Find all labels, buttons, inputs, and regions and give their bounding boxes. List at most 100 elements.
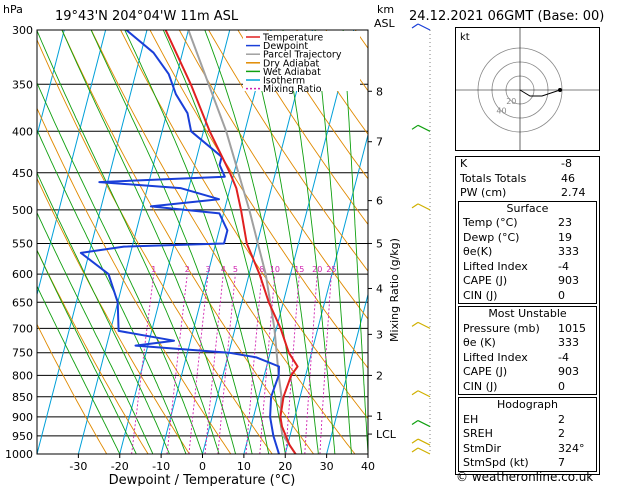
most-unstable-row: CIN (J) 0 [459,380,596,395]
hodo-label: StmSpd (kt) [463,456,529,469]
dry-adiabat-line [208,30,368,272]
surface-value: 19 [558,230,572,244]
hodograph-title: Hodograph [497,398,558,411]
wet-adiabat-line [204,30,303,454]
surface-value: 903 [558,274,579,287]
hodo-value: 324° [558,441,585,455]
dry-adiabat-line [37,107,232,454]
surface-value: 23 [558,216,572,229]
km-tick-label: LCL [376,428,397,441]
credit-footer: © weatheronline.co.uk [456,470,594,484]
wind-barb [411,23,431,31]
dry-adiabat-line [37,249,149,454]
mu-label: CAPE (J) [463,365,508,378]
surface-row: CAPE (J) 903 [459,274,596,289]
x-tick-label: 30 [320,460,334,473]
legend-entry: Wet Adiabat [263,67,321,78]
dry-adiabat-line [178,30,368,320]
mixing-ratio-line [166,274,188,454]
index-value: -8 [561,157,572,170]
mixing-ratio-label: 4 [221,265,226,274]
surface-label: Lifted Index [463,259,528,273]
wet-adiabat-line [37,171,170,454]
mu-value: 0 [558,379,565,393]
indices-table: K -8 Totals Totals 46 PW (cm) 2.74 Surface … [455,156,600,475]
asl-label: ASL [374,17,396,30]
most-unstable-row: θe (K) 333 [459,336,596,351]
surface-label: Dewp (°C) [463,230,520,244]
most-unstable-row: Pressure (mb) 1015 [459,322,596,337]
mixing-ratio-label: 3 [205,265,210,274]
legend-entry: Temperature [262,33,323,44]
surface-label: CIN (J) [463,288,498,302]
dry-adiabat-line [149,30,368,369]
index-row-k: K -8 [456,157,599,172]
dry-adiabat-line [90,30,356,454]
dry-adiabat-line [120,30,368,420]
hodograph-unit-label: kt [460,32,470,43]
wet-adiabat-line [245,30,319,454]
pressure-tick-label: 700 [12,322,33,335]
surface-row: Temp (°C) 23 [459,216,596,231]
mixing-ratio-label: 25 [326,265,336,274]
x-tick-label: 10 [237,460,251,473]
hodo-label: EH [463,412,479,426]
wet-adiabat-line [162,30,286,454]
wet-adiabat-line [37,249,137,454]
mixing-ratio-axis-label: Mixing Ratio (g/kg) [388,238,401,342]
isotherm-line [160,30,272,454]
hodograph-panel: kt 20 40 [455,27,600,151]
mixing-ratio-label: 15 [294,265,304,274]
km-tick-label: 1 [376,410,383,423]
hodograph-row: StmSpd (kt) 7 [459,456,596,471]
mixing-ratio-line [285,274,300,454]
index-label: Totals Totals [460,171,527,185]
dry-adiabat-line [266,30,368,180]
dry-adiabat-line [37,323,108,454]
surface-section: Surface Temp (°C) 23 Dewp (°C) 19 θe(K) 333… [458,200,597,304]
pressure-tick-label: 550 [12,237,33,250]
index-value: 46 [561,171,575,185]
mu-label: Lifted Index [463,350,528,364]
hodo-value: 2 [558,412,565,426]
hodograph-trace [519,89,561,97]
datetime-title: 24.12.2021 06GMT (Base: 00) [409,9,604,24]
most-unstable-section: Most Unstable Pressure (mb) 1015 θe (K) 33… [458,306,597,395]
index-label: K [460,157,468,170]
hodograph-row: EH 2 [459,413,596,428]
mixing-ratio-line [245,274,263,454]
x-tick-label: -30 [69,460,87,473]
wind-barb [411,390,431,398]
surface-row: Lifted Index -4 [459,260,596,275]
x-tick-label: -10 [152,460,170,473]
mu-label: Pressure (mb) [463,321,540,335]
surface-label: θe(K) [463,245,493,258]
wet-adiabat-line [37,128,187,454]
legend-entry: Dry Adiabat [263,58,320,69]
x-tick-label: 0 [199,460,206,473]
km-label: km [377,3,394,16]
surface-row: θe(K) 333 [459,245,596,260]
pressure-tick-label: 300 [12,24,33,37]
isotherm-line [37,30,65,138]
mixing-ratio-label: 1 [151,265,156,274]
wind-barb [411,438,431,446]
pressure-tick-label: 900 [12,411,33,424]
most-unstable-row: CAPE (J) 903 [459,365,596,380]
pressure-tick-label: 1000 [5,448,33,461]
wet-adiabat-line [37,81,203,454]
pressure-tick-label: 850 [12,391,33,404]
mixing-ratio-line [217,274,236,454]
km-tick-label: 4 [376,282,383,295]
surface-value: 333 [558,245,579,258]
wet-adiabat-line [90,30,253,454]
index-value: 2.74 [561,186,586,199]
hodograph-section: Hodograph EH 2 SREH 2 StmDir 324° StmSpd (k… [458,397,597,472]
pressure-tick-label: 450 [12,167,33,180]
index-label: PW (cm) [460,186,507,199]
legend-entry: Dewpoint [263,41,308,52]
pressure-tick-label: 500 [12,204,33,217]
surface-label: Temp (°C) [463,216,518,229]
